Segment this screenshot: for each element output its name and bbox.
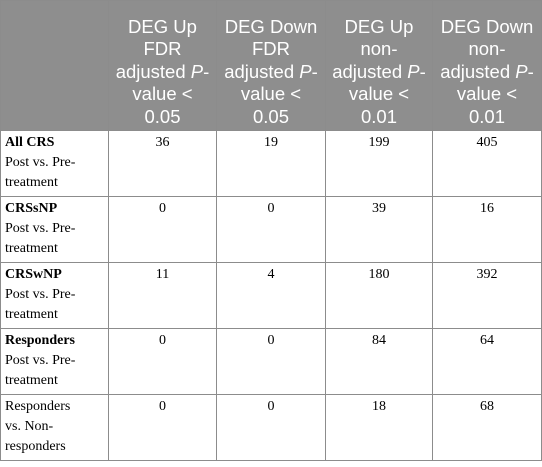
cell-value: 0 (108, 394, 217, 461)
row-subtitle: treatment (5, 241, 58, 256)
header-line: value < (132, 83, 193, 104)
header-deg-up-fdr: DEG Up FDR adjusted P-value <0.05 (108, 0, 217, 131)
header-deg-up-nonadj: DEG Up non-adjusted P-value <0.01 (325, 0, 433, 131)
header-corner (0, 0, 109, 131)
header-deg-down-nonadj: DEG Down non-adjusted P-value <0.01 (432, 0, 542, 131)
cell-value: 18 (325, 394, 433, 461)
table-row: CRSsNP Post vs. Pre- treatment 0 0 39 16 (0, 196, 542, 263)
cell-value: 11 (108, 262, 217, 329)
header-line: adjusted P- (440, 60, 534, 82)
cell-value: 199 (325, 130, 433, 197)
row-subtitle: vs. Non- (5, 419, 54, 434)
row-label: Responders vs. Non- responders (0, 394, 109, 461)
cell-value: 39 (325, 196, 433, 263)
cell-value: 4 (216, 262, 326, 329)
row-label: Responders Post vs. Pre- treatment (0, 328, 109, 395)
header-line: non- (468, 38, 506, 59)
header-line: DEG Up (344, 15, 414, 37)
cell-value: 0 (108, 328, 217, 395)
cell-value: 68 (432, 394, 542, 461)
header-line: 0.01 (468, 105, 505, 127)
header-line: adjusted P- (332, 60, 426, 82)
header-deg-down-fdr: DEG Down FDR adjusted P-value <0.05 (216, 0, 326, 131)
header-line: non- (360, 38, 398, 59)
cell-value: 16 (432, 196, 542, 263)
row-subtitle: responders (5, 439, 66, 454)
row-subtitle: treatment (5, 307, 58, 322)
row-subtitle: Post vs. Pre- (5, 221, 76, 236)
row-subtitle: Post vs. Pre- (5, 353, 76, 368)
header-line: DEG Down (224, 15, 318, 37)
table-row: Responders vs. Non- responders 0 0 18 68 (0, 394, 542, 461)
italic-p: P (299, 60, 312, 82)
header-row: DEG Up FDR adjusted P-value <0.05 DEG Down… (0, 0, 542, 131)
header-line: DEG Down (440, 15, 534, 37)
cell-value: 64 (432, 328, 542, 395)
row-title: Responders (5, 333, 76, 348)
header-line: FDR (251, 38, 291, 59)
row-title: Responders (5, 399, 71, 414)
table-row: CRSwNP Post vs. Pre- treatment 11 4 180 … (0, 262, 542, 329)
row-label: CRSsNP Post vs. Pre- treatment (0, 196, 109, 263)
row-subtitle: Post vs. Pre- (5, 155, 76, 170)
header-line: FDR (143, 38, 182, 59)
italic-p: P (190, 60, 204, 82)
header-line: value < (240, 83, 302, 104)
header-line: 0.05 (144, 105, 181, 127)
header-line: DEG Up (128, 15, 197, 37)
header-line: value < (456, 83, 518, 104)
italic-p: P (515, 60, 528, 82)
header-line: 0.05 (252, 105, 289, 127)
cell-value: 0 (216, 328, 326, 395)
header-line: value < (348, 83, 410, 104)
row-title: CRSsNP (5, 201, 58, 216)
cell-value: 84 (325, 328, 433, 395)
table-row: Responders Post vs. Pre- treatment 0 0 8… (0, 328, 542, 395)
row-subtitle: Post vs. Pre- (5, 287, 76, 302)
cell-value: 0 (216, 394, 326, 461)
cell-value: 0 (108, 196, 217, 263)
cell-value: 36 (108, 130, 217, 197)
row-subtitle: treatment (5, 373, 58, 388)
header-line: 0.01 (360, 105, 397, 127)
cell-value: 0 (216, 196, 326, 263)
row-label: CRSwNP Post vs. Pre- treatment (0, 262, 109, 329)
cell-value: 180 (325, 262, 433, 329)
row-title: All CRS (5, 135, 55, 150)
row-label: All CRS Post vs. Pre- treatment (0, 130, 109, 197)
row-subtitle: treatment (5, 175, 58, 190)
header-line: adjusted P- (115, 60, 210, 82)
header-line: adjusted P- (224, 60, 318, 82)
row-title: CRSwNP (5, 267, 62, 282)
cell-value: 19 (216, 130, 326, 197)
italic-p: P (407, 60, 420, 82)
cell-value: 392 (432, 262, 542, 329)
cell-value: 405 (432, 130, 542, 197)
table-row: All CRS Post vs. Pre- treatment 36 19 19… (0, 130, 542, 197)
